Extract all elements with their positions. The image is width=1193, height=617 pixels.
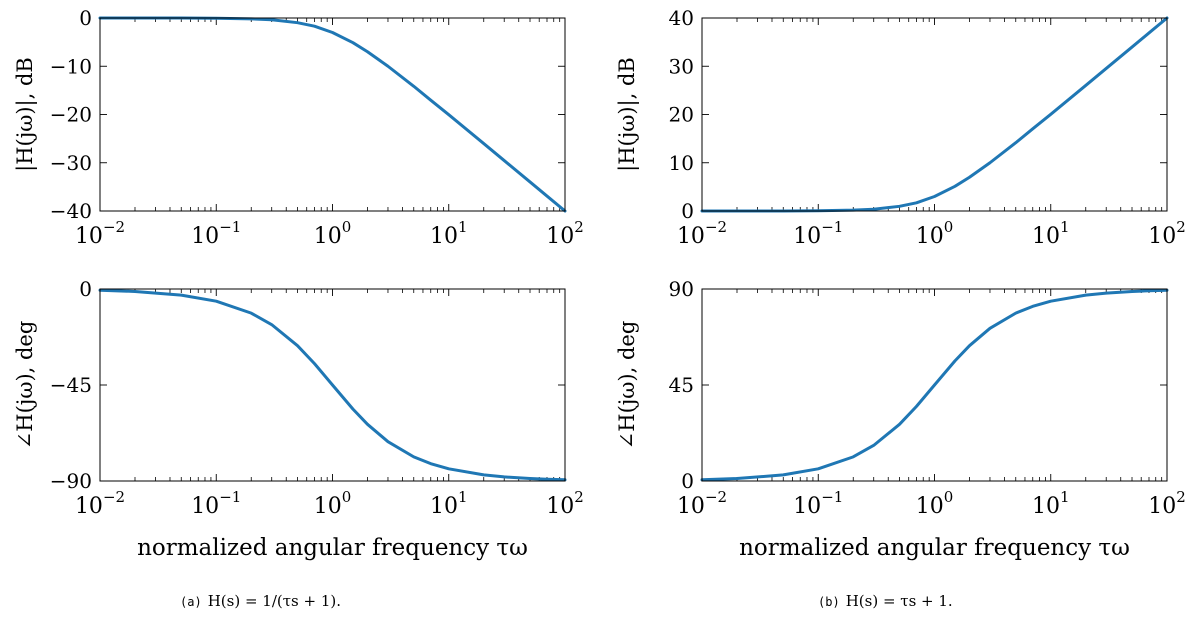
b-mag-series-line [700, 16, 1169, 213]
a-mag-x-tick-label: 100 [314, 218, 352, 249]
a-mag-series-line [98, 16, 567, 213]
a-phase-series-line [98, 288, 567, 482]
a-phase-x-axis-label: normalized angular frequency τω [137, 535, 528, 561]
b-phase-x-tick-label: 101 [1032, 488, 1070, 519]
a-mag-y-tick-label: −10 [50, 54, 92, 78]
a-mag-x-tick-label: 10−1 [191, 218, 241, 249]
caption-a: (a) H(s) = 1/(τs + 1). [180, 592, 341, 610]
b-phase-series-line [700, 288, 1169, 482]
b-phase-x-tick-label: 100 [916, 488, 954, 519]
a-mag-y-tick-label: 0 [79, 6, 92, 30]
a-phase-x-tick-label: 101 [430, 488, 468, 519]
a-phase-x-tick-label: 102 [546, 488, 584, 519]
b-mag-y-tick-label: 30 [669, 54, 694, 78]
a-mag-y-tick-label: −30 [50, 151, 92, 175]
b-mag-y-tick-label: 10 [669, 151, 694, 175]
b-mag-y-tick-label: 20 [669, 103, 694, 127]
plot-b-phase: 10−2 10−1 100 101 102 0 45 90 ∠H(jω), deg normali… [615, 277, 1186, 561]
a-mag-x-tick-label: 102 [546, 218, 584, 249]
a-phase-y-tick-label: 0 [79, 277, 92, 301]
b-phase-x-tick-label: 10−1 [793, 488, 843, 519]
b-phase-y-tick-label: 90 [669, 277, 694, 301]
b-mag-y-tick-label: 0 [681, 199, 694, 223]
a-phase-x-tick-label: 10−1 [191, 488, 241, 519]
a-mag-x-tick-label: 101 [430, 218, 468, 249]
a-phase-y-tick-label: −90 [50, 469, 92, 493]
b-mag-y-axis-label: |H(jω)|, dB [615, 57, 640, 172]
b-phase-x-tick-label: 102 [1148, 488, 1186, 519]
a-mag-y-tick-label: −40 [50, 199, 92, 223]
b-phase-axes-frame [701, 288, 1168, 482]
b-mag-axes-frame [701, 17, 1168, 212]
caption-b-tag: (b) [818, 595, 840, 609]
caption-b: (b) H(s) = τs + 1. [818, 592, 953, 610]
b-phase-y-axis-label: ∠H(jω), deg [615, 321, 639, 450]
b-phase-x-tick-label: 10−2 [677, 488, 727, 519]
caption-b-text: H(s) = τs + 1. [845, 592, 953, 610]
b-mag-x-tick-label: 100 [916, 218, 954, 249]
a-mag-y-tick-label: −20 [50, 103, 92, 127]
a-phase-axes-frame [99, 288, 566, 482]
caption-a-text: H(s) = 1/(τs + 1). [207, 592, 341, 610]
b-phase-y-tick-label: 45 [669, 373, 694, 397]
b-mag-x-tick-label: 10−1 [793, 218, 843, 249]
b-mag-x-tick-label: 102 [1148, 218, 1186, 249]
b-mag-y-tick-label: 40 [669, 6, 694, 30]
b-phase-y-tick-label: 0 [681, 469, 694, 493]
a-mag-axes-frame [99, 17, 566, 212]
b-phase-x-axis-label: normalized angular frequency τω [739, 535, 1130, 561]
a-phase-x-tick-label: 100 [314, 488, 352, 519]
a-mag-y-axis-label: |H(jω)|, dB [13, 57, 38, 172]
caption-a-tag: (a) [180, 595, 202, 609]
a-phase-y-axis-label: ∠H(jω), deg [13, 321, 37, 450]
b-mag-x-tick-label: 101 [1032, 218, 1070, 249]
a-phase-y-tick-label: −45 [50, 373, 92, 397]
